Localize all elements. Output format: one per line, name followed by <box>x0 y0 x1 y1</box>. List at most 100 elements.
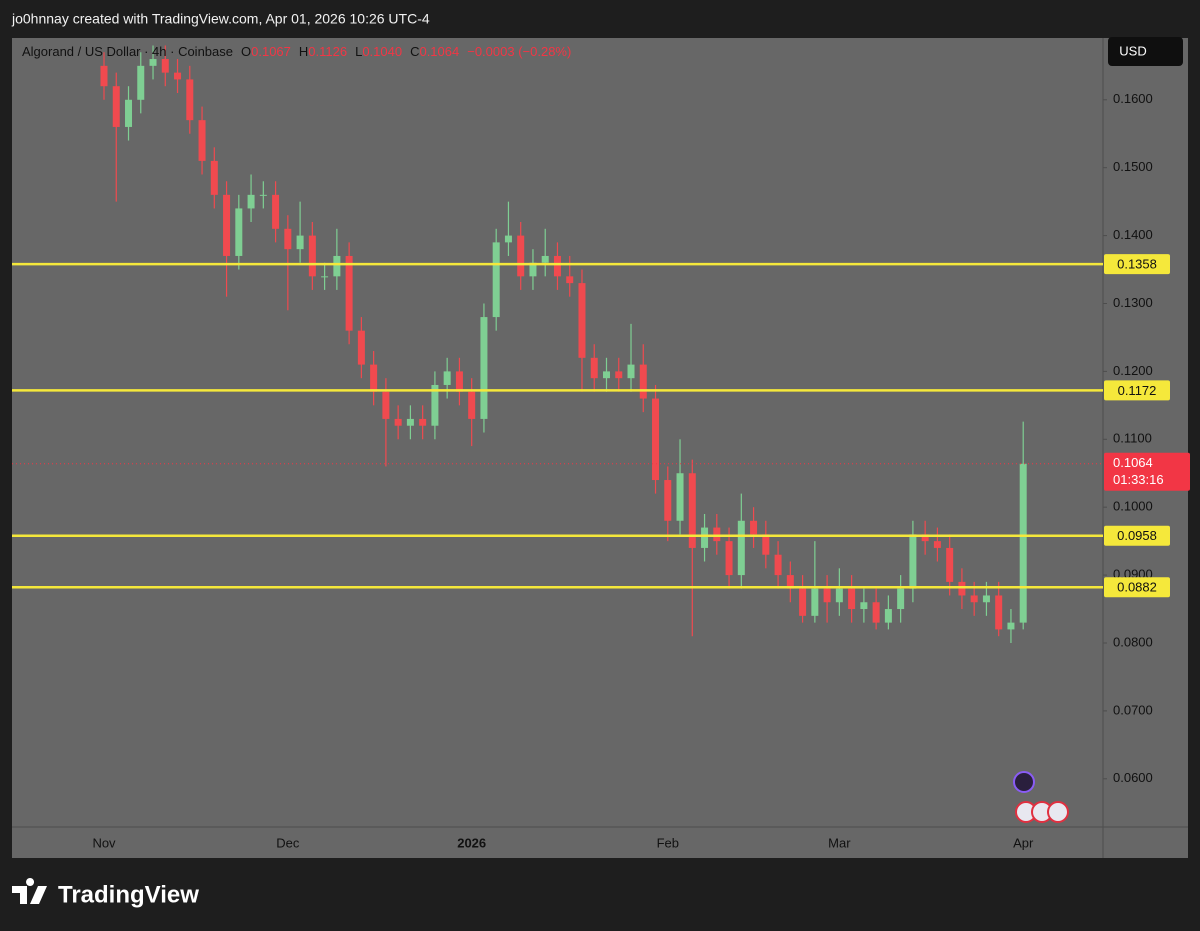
candle-body <box>112 86 120 127</box>
level-label-box <box>1104 254 1170 275</box>
candle-body <box>161 59 169 73</box>
candle-body <box>443 371 451 385</box>
candle-body <box>382 391 390 419</box>
candle-body <box>419 418 427 426</box>
candle-body <box>198 120 206 161</box>
header-text: jo0hnnay created with TradingView.com, A… <box>11 11 430 27</box>
logo-text: TradingView <box>58 881 199 908</box>
candle-body <box>210 160 218 195</box>
level-label-box <box>1104 525 1170 546</box>
candle-body <box>137 65 145 100</box>
currency-button[interactable] <box>1108 37 1183 66</box>
y-tick-label: 0.1500 <box>1113 159 1153 174</box>
candle-body <box>284 228 292 250</box>
plot <box>12 45 1103 643</box>
candle-body <box>235 208 243 256</box>
y-tick-label: 0.1100 <box>1113 431 1152 446</box>
candle-body <box>517 235 525 277</box>
candle-body <box>933 541 941 548</box>
last-price-box <box>1104 452 1190 491</box>
candle-body <box>774 554 782 576</box>
candle-body <box>125 99 133 127</box>
y-tick-label: 0.1600 <box>1113 91 1153 106</box>
candle-body <box>394 418 402 426</box>
candle-body <box>186 79 194 121</box>
candle-body <box>370 364 378 392</box>
candle-body <box>946 547 954 582</box>
y-tick-label: 0.1300 <box>1113 295 1153 310</box>
candle-body <box>786 575 794 589</box>
candle-body <box>652 398 660 481</box>
x-tick-label: Nov <box>92 835 116 850</box>
candle-body <box>725 541 733 576</box>
candle-body <box>308 235 316 277</box>
level-label: 0.0958 <box>1117 528 1157 543</box>
candle-body <box>848 588 856 610</box>
candle-body <box>835 588 843 603</box>
y-tick-label: 0.1400 <box>1113 227 1153 242</box>
y-tick-label: 0.0700 <box>1113 702 1153 717</box>
candle-body <box>504 235 512 243</box>
level-label-box <box>1104 577 1170 598</box>
candle-body <box>321 276 329 278</box>
candle-body <box>872 602 880 623</box>
candle-body <box>406 418 414 426</box>
candle-body <box>982 595 990 603</box>
x-tick-label: Apr <box>1013 835 1034 850</box>
level-label: 0.1172 <box>1118 383 1157 398</box>
y-tick-label: 0.0600 <box>1113 770 1153 785</box>
candle-body <box>566 276 574 284</box>
candle-body <box>970 595 978 603</box>
candle-body <box>174 72 182 80</box>
ohlc-key: L <box>355 44 362 59</box>
candle-body <box>615 371 623 379</box>
event-icon[interactable] <box>1047 801 1069 823</box>
chart-panel <box>12 38 1188 858</box>
logo-mark <box>12 878 47 904</box>
candle-body <box>247 194 255 209</box>
candle-body <box>541 255 549 263</box>
candle-body <box>590 357 598 379</box>
candle-body <box>431 384 439 426</box>
candle-body <box>701 527 709 548</box>
y-tick-label: 0.0800 <box>1113 634 1153 649</box>
x-tick-label: Feb <box>657 835 679 850</box>
x-tick-label: 2026 <box>457 835 486 850</box>
candle-body <box>713 527 721 542</box>
candle-body <box>995 595 1003 630</box>
candle-body <box>455 371 463 392</box>
candle-body <box>357 330 365 365</box>
candle-body <box>884 609 892 623</box>
candle-body <box>811 588 819 616</box>
candle-body <box>223 194 231 256</box>
level-label: 0.1358 <box>1117 257 1157 272</box>
candle-body <box>750 520 758 535</box>
candle-body <box>762 534 770 555</box>
x-tick-label: Mar <box>828 835 851 850</box>
ohlc-value: 0.1040 <box>362 44 402 59</box>
candle-body <box>578 283 586 358</box>
axes: 0.06000.07000.08000.09000.10000.11000.12… <box>92 91 1190 850</box>
candle-body <box>909 534 917 589</box>
ohlc-key: C <box>410 44 419 59</box>
ohlc-value: 0.1126 <box>308 44 347 59</box>
candle-body <box>345 255 353 331</box>
event-icon[interactable] <box>1013 771 1035 793</box>
candle-body <box>676 473 684 521</box>
candle-body <box>799 588 807 616</box>
candle-body <box>259 194 267 196</box>
candle-body <box>492 242 500 318</box>
candle-body <box>1007 622 1015 630</box>
candle-body <box>333 255 341 277</box>
event-icons <box>1013 771 1069 823</box>
candle-body <box>468 391 476 419</box>
x-tick-label: Dec <box>276 835 300 850</box>
candle-body <box>480 317 488 419</box>
level-label: 0.0882 <box>1117 580 1157 595</box>
candle-body <box>688 473 696 548</box>
candle-body <box>737 520 745 576</box>
candle-body <box>100 65 108 87</box>
candle-body <box>860 602 868 610</box>
candle-body <box>272 194 280 229</box>
candle-body <box>823 588 831 603</box>
